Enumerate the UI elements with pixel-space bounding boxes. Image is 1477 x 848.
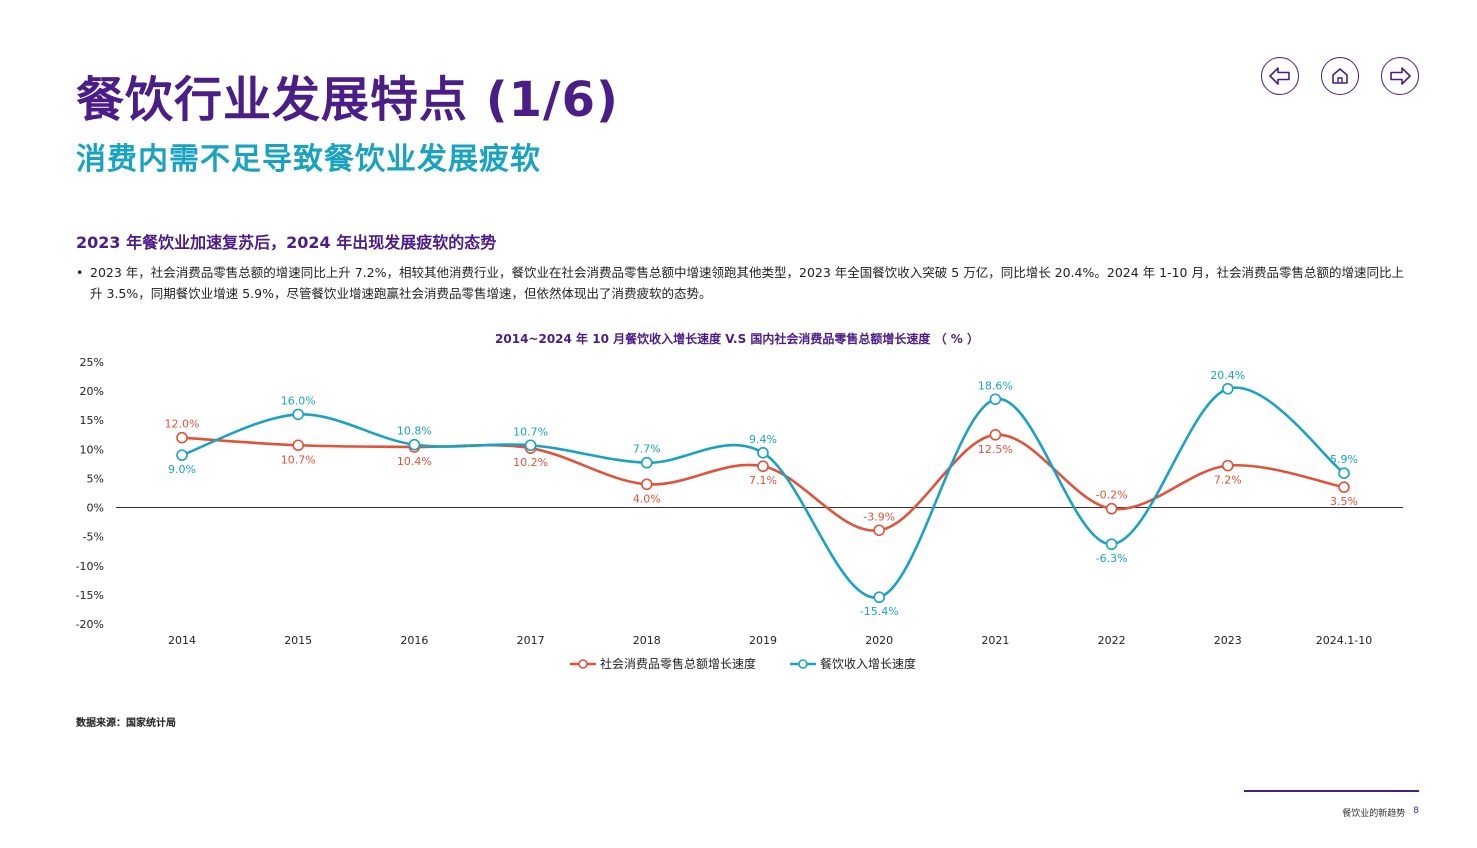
y-tick-label: 15%: [80, 414, 104, 427]
footer: 餐饮业的新趋势 8: [1342, 806, 1419, 819]
section-heading: 2023 年餐饮业加速复苏后，2024 年出现发展疲软的态势: [76, 233, 497, 252]
data-label: 4.0%: [633, 492, 661, 505]
arrow-left-icon: [1269, 67, 1290, 85]
y-tick-label: 5%: [87, 472, 104, 485]
data-point: [292, 439, 305, 452]
bullet-text: 2023 年，社会消费品零售总额的增速同比上升 7.2%，相较其他消费行业，餐饮…: [90, 265, 1404, 301]
data-point: [640, 478, 653, 491]
data-label: 12.0%: [165, 418, 200, 431]
chart-legend: 社会消费品零售总额增长速度 餐饮收入增长速度: [570, 656, 916, 671]
y-tick-label: -15%: [76, 589, 104, 602]
y-tick-label: -20%: [76, 618, 104, 631]
data-point: [292, 408, 305, 421]
data-point: [176, 431, 188, 444]
legend-label: 餐饮收入增长速度: [820, 656, 916, 671]
x-axis: 2014 2015 2016 2017 2018 2019 2020 2021 2022 2023…: [168, 634, 1372, 647]
legend-item: 社会消费品零售总额增长速度: [570, 656, 756, 671]
series-layer: 12.0% 10.7% 10.4% 10.2% 4.0% 7.1% -3.9% 12.5% -0…: [165, 369, 1358, 618]
data-point: [873, 591, 886, 604]
x-tick-label: 2018: [633, 634, 661, 647]
y-tick-label: 20%: [80, 385, 104, 398]
data-point: [640, 456, 653, 469]
data-label: 10.7%: [281, 453, 316, 466]
y-tick-label: -10%: [76, 560, 104, 573]
data-point: [1222, 382, 1234, 395]
data-point: [1105, 538, 1118, 551]
data-point: [989, 393, 1002, 406]
chart-title: 2014~2024 年 10 月餐饮收入增长速度 V.S 国内社会消费品零售总额…: [495, 331, 979, 346]
y-tick-label: 0%: [87, 502, 104, 515]
data-point: [1338, 481, 1350, 493]
bullet-paragraph: • 2023 年，社会消费品零售总额的增速同比上升 7.2%，相较其他消费行业，…: [76, 262, 1406, 304]
footer-label: 餐饮业的新趋势: [1342, 809, 1406, 819]
data-point: [408, 438, 421, 451]
page-title: 餐饮行业发展特点 (1/6): [76, 72, 619, 128]
data-label: -15.4%: [860, 605, 899, 618]
series-restaurant: 9.0% 16.0% 10.8% 10.7% 7.7% 9.4% -15.4% 18.6% -6…: [168, 369, 1358, 618]
data-label: 3.5%: [1330, 495, 1358, 508]
home-icon: [1332, 68, 1348, 84]
x-tick-label: 2021: [981, 634, 1009, 647]
legend-label: 社会消费品零售总额增长速度: [600, 656, 756, 671]
legend-marker: [798, 659, 808, 669]
x-tick-label: 2016: [400, 634, 428, 647]
x-tick-label: 2015: [284, 634, 312, 647]
page-subtitle: 消费内需不足导致餐饮业发展疲软: [76, 142, 541, 177]
data-label: 12.5%: [978, 443, 1013, 456]
home-button[interactable]: [1321, 57, 1359, 95]
data-label: -6.3%: [1096, 552, 1128, 565]
footer-divider: [1244, 790, 1419, 792]
data-label: 9.4%: [749, 433, 777, 446]
data-point: [989, 428, 1002, 441]
series-line: [181, 433, 1345, 532]
data-point: [176, 449, 188, 461]
x-tick-label: 2024.1-10: [1316, 634, 1372, 647]
data-label: 10.2%: [513, 456, 548, 469]
data-label: 7.1%: [749, 474, 777, 487]
data-source: 数据来源：国家统计局: [76, 718, 176, 729]
bullet-marker: •: [76, 265, 84, 280]
growth-line-chart: 2014~2024 年 10 月餐饮收入增长速度 V.S 国内社会消费品零售总额…: [76, 331, 1403, 671]
arrow-right-icon: [1390, 67, 1411, 85]
data-label: 16.0%: [281, 394, 316, 407]
prev-page-button[interactable]: [1261, 57, 1299, 95]
data-point: [1338, 467, 1350, 480]
data-point: [757, 460, 769, 473]
legend-item: 餐饮收入增长速度: [790, 656, 916, 671]
data-point: [1222, 459, 1234, 472]
data-label: 10.7%: [513, 425, 548, 438]
data-label: -0.2%: [1096, 489, 1128, 502]
data-point: [757, 447, 769, 459]
x-tick-label: 2019: [749, 634, 777, 647]
navigation-buttons: [1261, 57, 1419, 95]
data-label: 10.4%: [397, 455, 432, 468]
y-tick-label: 10%: [80, 443, 104, 456]
legend-marker: [578, 659, 588, 669]
data-label: 18.6%: [978, 379, 1013, 392]
x-tick-label: 2020: [865, 634, 893, 647]
data-point: [1105, 502, 1118, 515]
data-point: [873, 524, 886, 537]
next-page-button[interactable]: [1381, 57, 1419, 95]
y-tick-label: 25%: [80, 356, 104, 369]
page-number: 8: [1413, 806, 1419, 816]
series-line: [181, 386, 1345, 599]
data-label: 9.0%: [168, 463, 196, 476]
x-tick-label: 2014: [168, 634, 196, 647]
x-tick-label: 2017: [517, 634, 545, 647]
data-point: [524, 439, 537, 452]
data-label: 5.9%: [1330, 453, 1358, 466]
y-tick-label: -5%: [83, 531, 104, 544]
data-label: 10.8%: [397, 425, 432, 438]
data-label: -3.9%: [863, 510, 895, 523]
data-label: 7.2%: [1214, 474, 1242, 487]
data-label: 20.4%: [1210, 369, 1245, 382]
y-axis: 25% 20% 15% 10% 5% 0% -5% -10% -15% -20%: [76, 356, 1403, 631]
x-tick-label: 2023: [1214, 634, 1242, 647]
data-label: 7.7%: [633, 443, 661, 456]
x-tick-label: 2022: [1098, 634, 1126, 647]
